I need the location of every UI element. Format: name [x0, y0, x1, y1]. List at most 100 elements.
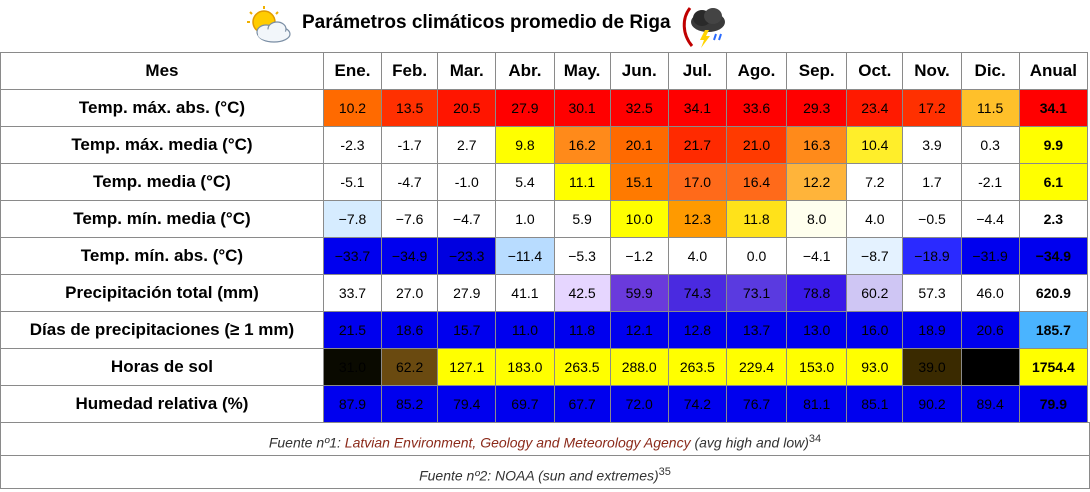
cell-value: 9.8 [495, 126, 555, 164]
cell-value: 11.5 [960, 89, 1020, 127]
cell-annual: 6.1 [1018, 163, 1089, 201]
header-month: Abr. [495, 52, 555, 90]
cell-value: 20.5 [437, 89, 497, 127]
cell-value: 229.4 [725, 348, 788, 386]
cell-value: 17.0 [667, 163, 727, 201]
cell-value: 8.0 [786, 200, 848, 238]
cell-value: 10.4 [846, 126, 904, 164]
source-1-suffix: (avg high and low) [690, 434, 809, 451]
header-month: Jun. [609, 52, 669, 90]
cell-value: 21.7 [960, 348, 1020, 386]
cell-value: 16.3 [786, 126, 848, 164]
row-temp-min-abs: Temp. mín. abs. (°C) −33.7 −34.9 −23.3 −11.4… [0, 237, 1089, 275]
cell-value: 11.1 [553, 163, 611, 201]
source-2-ref[interactable]: 35 [658, 466, 671, 478]
cell-value: -4.7 [381, 163, 439, 201]
cell-value: 11.0 [495, 311, 555, 349]
cell-value: 87.9 [322, 385, 383, 423]
cell-value: 33.7 [322, 274, 383, 312]
cell-value: -1.0 [437, 163, 497, 201]
row-label: Temp. máx. media (°C) [0, 126, 324, 164]
climate-table: Mes Ene. Feb. Mar. Abr. May. Jun. Jul. A… [0, 52, 1089, 423]
cell-value: 33.6 [725, 89, 788, 127]
cell-value: 10.0 [609, 200, 669, 238]
row-horas-sol: Horas de sol 31.0 62.2 127.1 183.0 263.5 288.0… [0, 348, 1089, 386]
source-1-agency-link[interactable]: Latvian Environment, Geology and Meteoro… [344, 434, 691, 451]
cell-value: 72.0 [609, 385, 669, 423]
row-label: Días de precipitaciones (≥ 1 mm) [0, 311, 324, 349]
cell-value: −0.5 [902, 200, 962, 238]
cell-value: 183.0 [495, 348, 555, 386]
cell-value: 16.4 [725, 163, 788, 201]
cell-value: 127.1 [437, 348, 497, 386]
cell-value: -2.3 [322, 126, 383, 164]
cell-value: −7.8 [322, 200, 383, 238]
cell-value: 11.8 [553, 311, 611, 349]
cell-value: 57.3 [902, 274, 962, 312]
source-2-text: Fuente nº2: NOAA (sun and extremes) [419, 467, 659, 484]
cell-value: 21.0 [725, 126, 788, 164]
cell-value: 27.9 [495, 89, 555, 127]
cell-value: 23.4 [846, 89, 904, 127]
cell-annual: 2.3 [1018, 200, 1089, 238]
cell-value: 7.2 [846, 163, 904, 201]
sun-cloud-icon [247, 6, 291, 43]
cell-value: 85.2 [381, 385, 439, 423]
row-label: Precipitación total (mm) [0, 274, 324, 312]
cell-value: 42.5 [553, 274, 611, 312]
cell-value: 17.2 [902, 89, 962, 127]
row-temp-media: Temp. media (°C) -5.1 -4.7 -1.0 5.4 11.1 15.1 1… [0, 163, 1089, 201]
cell-annual: 620.9 [1018, 274, 1089, 312]
cell-value: −34.9 [381, 237, 439, 275]
cell-value: 1.7 [902, 163, 962, 201]
cell-value: 78.8 [786, 274, 848, 312]
cell-value: -1.7 [381, 126, 439, 164]
source-1: Fuente nº1: Latvian Environment, Geology… [0, 422, 1090, 456]
header-month: Ago. [725, 52, 788, 90]
header-month: May. [553, 52, 611, 90]
cell-value: 3.9 [902, 126, 962, 164]
header-month: Nov. [902, 52, 962, 90]
row-dias-precipitaciones: Días de precipitaciones (≥ 1 mm) 21.5 18.6… [0, 311, 1089, 349]
cell-value: 10.2 [322, 89, 383, 127]
cell-value: −5.3 [553, 237, 611, 275]
cell-value: 288.0 [609, 348, 669, 386]
cell-value: 27.9 [437, 274, 497, 312]
cell-value: 15.1 [609, 163, 669, 201]
cell-value: 73.1 [725, 274, 788, 312]
cell-value: −23.3 [437, 237, 497, 275]
cell-value: −4.1 [786, 237, 848, 275]
source-2: Fuente nº2: NOAA (sun and extremes)35 [0, 455, 1090, 489]
cell-value: 69.7 [495, 385, 555, 423]
cell-value: 89.4 [960, 385, 1020, 423]
source-1-ref[interactable]: 34 [808, 433, 822, 445]
cell-value: 67.7 [553, 385, 611, 423]
cell-value: 0.0 [725, 237, 788, 275]
cell-value: 20.1 [609, 126, 669, 164]
page-title: Parámetros climáticos promedio de Riga [302, 12, 671, 33]
cell-value: 93.0 [846, 348, 904, 386]
cell-value: −1.2 [609, 237, 669, 275]
cell-value: 79.4 [437, 385, 497, 423]
row-precipitacion-total: Precipitación total (mm) 33.7 27.0 27.9 41.1… [0, 274, 1089, 312]
cell-value: 46.0 [960, 274, 1020, 312]
cell-value: 76.7 [725, 385, 788, 423]
cell-value: 13.7 [725, 311, 788, 349]
cell-value: 4.0 [667, 237, 727, 275]
cell-value: 60.2 [846, 274, 904, 312]
cell-value: 27.0 [381, 274, 439, 312]
row-temp-max-media: Temp. máx. media (°C) -2.3 -1.7 2.7 9.8 16.2 2… [0, 126, 1089, 164]
row-label: Temp. media (°C) [0, 163, 324, 201]
cell-value: 263.5 [553, 348, 611, 386]
cell-value: −33.7 [322, 237, 383, 275]
cell-value: 2.7 [437, 126, 497, 164]
cell-value: 12.3 [667, 200, 727, 238]
cell-value: 90.2 [902, 385, 962, 423]
cell-value: 5.4 [495, 163, 555, 201]
cell-value: 18.6 [381, 311, 439, 349]
cell-value: 16.2 [553, 126, 611, 164]
header-label: Mes [0, 52, 324, 90]
cell-value: 12.1 [609, 311, 669, 349]
cell-value: 81.1 [786, 385, 848, 423]
cell-value: −8.7 [846, 237, 904, 275]
